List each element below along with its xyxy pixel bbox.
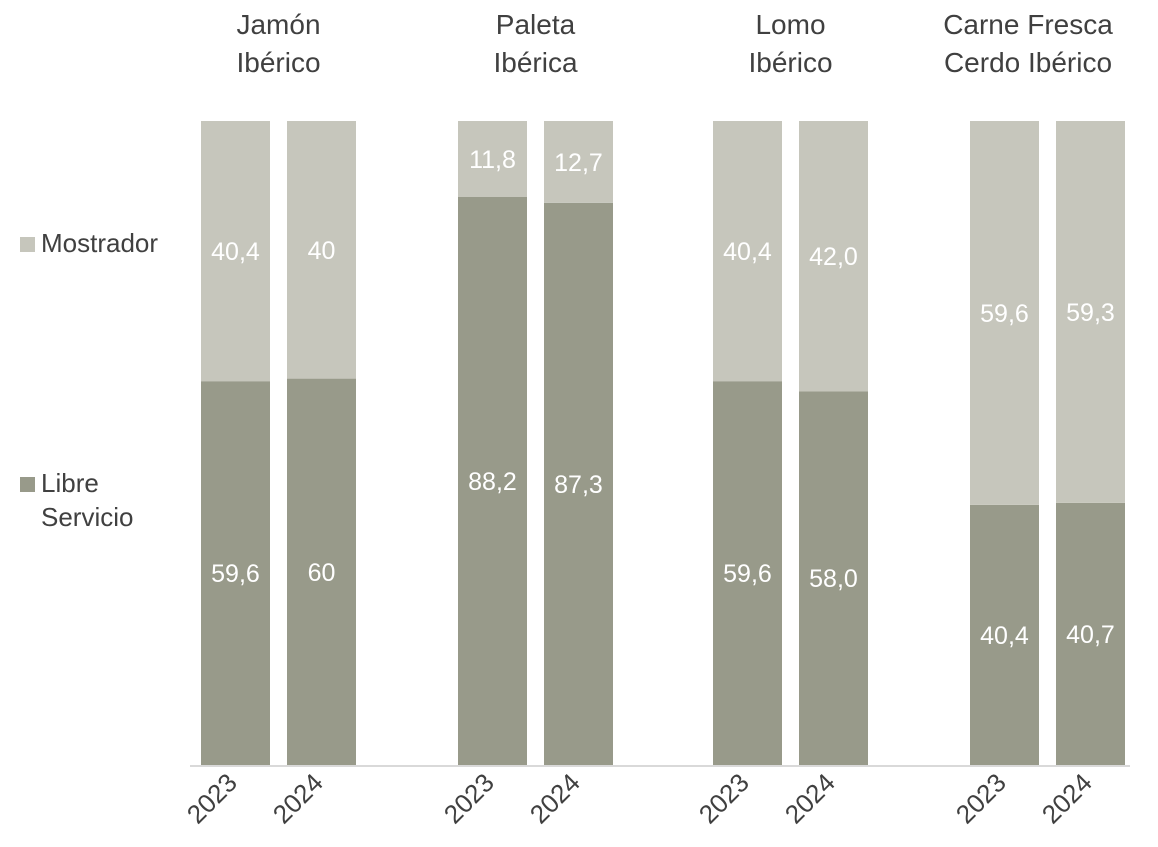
data-label-mostrador-g0-2024: 40 bbox=[308, 237, 336, 265]
x-tick-label-g0-2023: 2023 bbox=[181, 767, 243, 829]
data-label-mostrador-g3-2023: 59,6 bbox=[980, 300, 1029, 328]
bar-libre-servicio-g0-2023 bbox=[201, 381, 270, 765]
bar-mostrador-g2-2024 bbox=[799, 121, 868, 392]
bar-mostrador-g3-2024 bbox=[1056, 121, 1125, 503]
data-label-mostrador-g3-2024: 59,3 bbox=[1066, 299, 1115, 327]
bar-libre-servicio-g0-2024 bbox=[287, 378, 356, 765]
bar-libre-servicio-g1-2024 bbox=[544, 202, 613, 766]
data-label-libre-servicio-g1-2023: 88,2 bbox=[468, 468, 517, 496]
bar-mostrador-g1-2023 bbox=[458, 121, 527, 197]
data-label-mostrador-g2-2024: 42,0 bbox=[809, 243, 858, 271]
legend-item-mostrador: Mostrador bbox=[20, 226, 158, 260]
bar-libre-servicio-g2-2024 bbox=[799, 391, 868, 765]
data-label-mostrador-g0-2023: 40,4 bbox=[211, 238, 260, 266]
data-label-libre-servicio-g2-2024: 58,0 bbox=[809, 565, 858, 593]
x-tick-label-g2-2023: 2023 bbox=[693, 767, 755, 829]
data-label-libre-servicio-g0-2023: 59,6 bbox=[211, 560, 260, 588]
legend-label-libre-servicio: Libre Servicio bbox=[41, 468, 134, 532]
data-label-libre-servicio-g0-2024: 60 bbox=[308, 559, 336, 587]
bar-mostrador-g0-2024 bbox=[287, 121, 356, 379]
data-label-mostrador-g2-2023: 40,4 bbox=[723, 238, 772, 266]
x-tick-label-g1-2024: 2024 bbox=[524, 767, 586, 829]
x-tick-label-g3-2023: 2023 bbox=[950, 767, 1012, 829]
data-label-mostrador-g1-2024: 12,7 bbox=[554, 149, 603, 177]
data-label-libre-servicio-g3-2024: 40,7 bbox=[1066, 621, 1115, 649]
data-label-libre-servicio-g2-2023: 59,6 bbox=[723, 560, 772, 588]
group-title-2: Lomo Ibérico bbox=[748, 9, 833, 78]
bar-mostrador-g2-2023 bbox=[713, 121, 782, 382]
legend-label-mostrador: Mostrador bbox=[41, 228, 159, 258]
data-label-mostrador-g1-2023: 11,8 bbox=[469, 146, 516, 174]
bar-libre-servicio-g3-2023 bbox=[970, 504, 1039, 765]
bar-libre-servicio-g3-2024 bbox=[1056, 502, 1125, 765]
x-tick-label-g0-2024: 2024 bbox=[267, 767, 329, 829]
bar-mostrador-g0-2023 bbox=[201, 121, 270, 382]
legend-item-libre-servicio: Libre Servicio bbox=[20, 466, 133, 534]
x-tick-label-g2-2024: 2024 bbox=[779, 767, 841, 829]
legend-swatch-libre-servicio bbox=[20, 477, 35, 492]
data-label-libre-servicio-g1-2024: 87,3 bbox=[554, 471, 603, 499]
bar-libre-servicio-g1-2023 bbox=[458, 196, 527, 765]
bar-mostrador-g1-2024 bbox=[544, 121, 613, 203]
group-title-3: Carne Fresca Cerdo Ibérico bbox=[943, 9, 1113, 78]
legend-swatch-mostrador bbox=[20, 237, 35, 252]
bar-mostrador-g3-2023 bbox=[970, 121, 1039, 505]
group-title-0: Jamón Ibérico bbox=[236, 9, 321, 78]
data-label-libre-servicio-g3-2023: 40,4 bbox=[980, 622, 1029, 650]
bar-libre-servicio-g2-2023 bbox=[713, 381, 782, 765]
group-title-1: Paleta Ibérica bbox=[493, 9, 578, 78]
x-tick-label-g1-2023: 2023 bbox=[438, 767, 500, 829]
x-tick-label-g3-2024: 2024 bbox=[1036, 767, 1098, 829]
